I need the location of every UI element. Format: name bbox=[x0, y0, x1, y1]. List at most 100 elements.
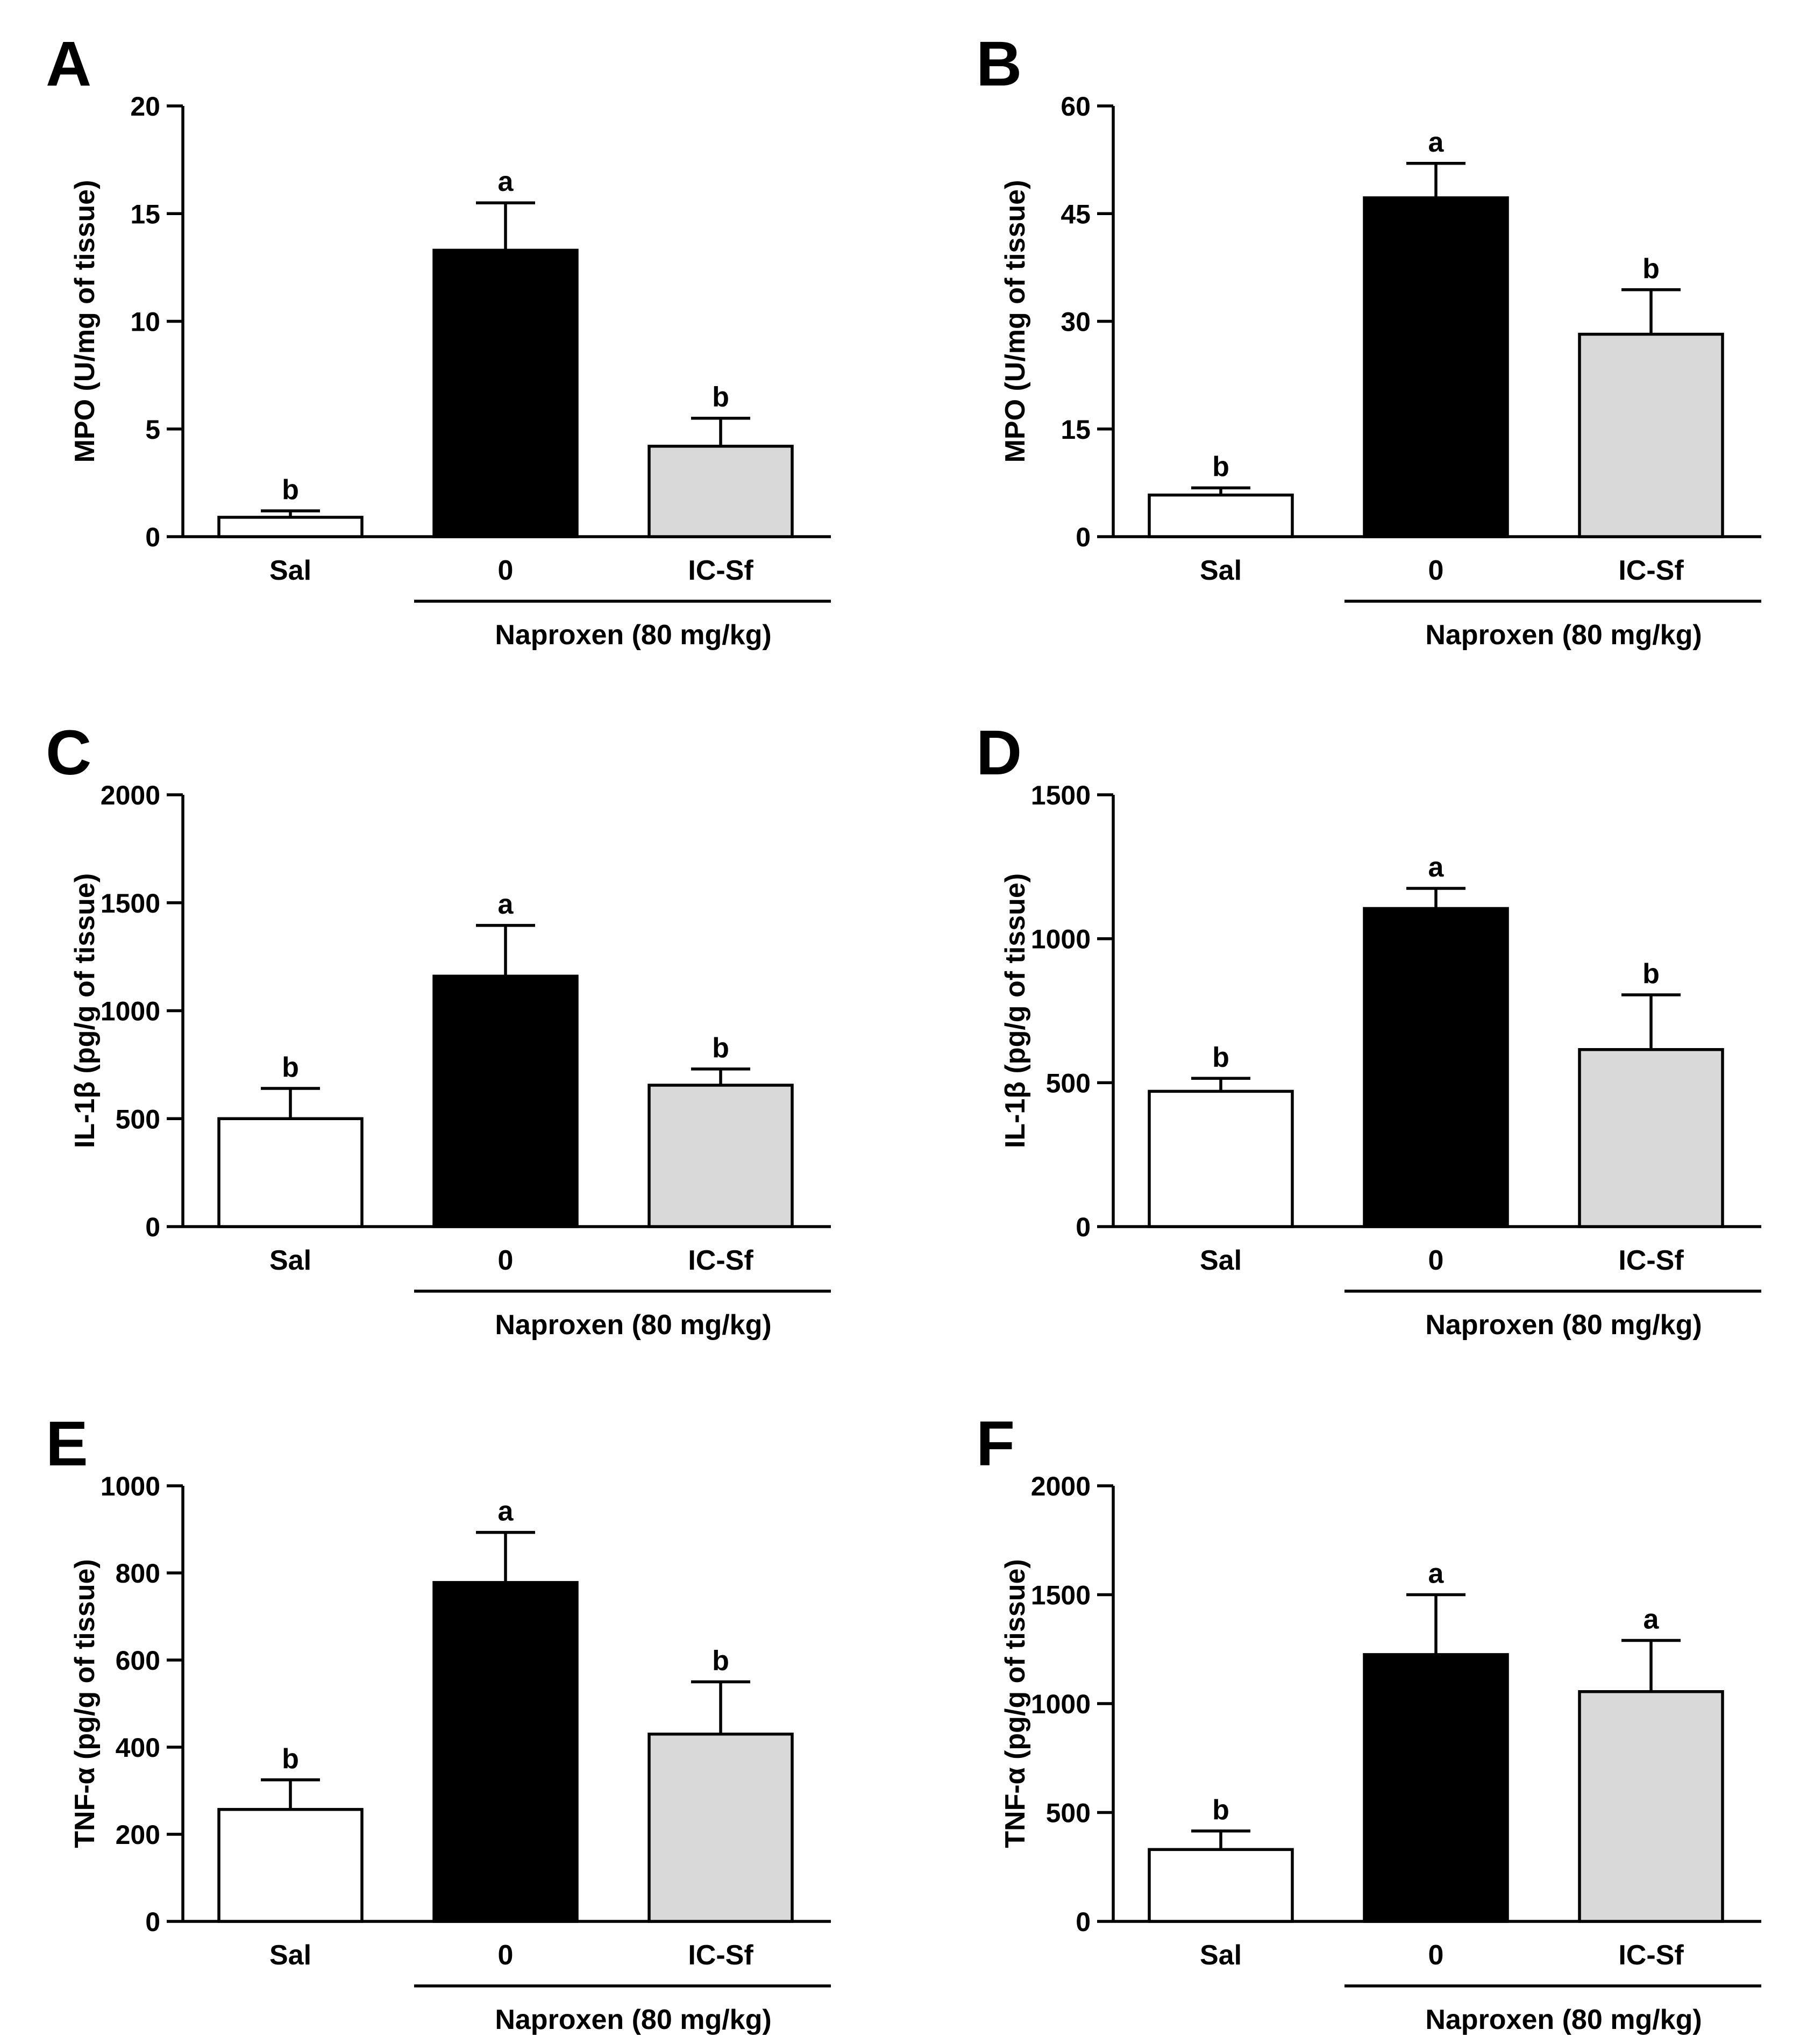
panel-b: B 0 15 30 45 60 MPO (U/mg of tissue) b Sal a 0 b IC-… bbox=[976, 29, 1761, 651]
bar-0 bbox=[1148, 1848, 1294, 1923]
y-tick-label: 500 bbox=[1046, 1068, 1091, 1098]
y-tick-label: 1000 bbox=[1031, 1689, 1091, 1719]
bar-0 bbox=[1148, 1089, 1294, 1228]
y-axis-label: IL-1β (pg/g of tissue) bbox=[1000, 873, 1031, 1148]
category-label: Sal bbox=[269, 1245, 311, 1276]
y-axis-label: MPO (U/mg of tissue) bbox=[69, 180, 101, 463]
significance-label: b bbox=[1642, 253, 1660, 284]
group-label: Naproxen (80 mg/kg) bbox=[495, 2004, 771, 2035]
significance-label: b bbox=[712, 1032, 729, 1064]
bar-1 bbox=[432, 974, 579, 1228]
y-tick-label: 45 bbox=[1061, 199, 1091, 229]
significance-label: a bbox=[1428, 852, 1445, 883]
category-label: 0 bbox=[498, 1940, 514, 1971]
bar-0 bbox=[1148, 493, 1294, 538]
category-label: IC-Sf bbox=[1618, 1245, 1684, 1276]
significance-label: a bbox=[498, 889, 514, 920]
significance-label: b bbox=[1212, 451, 1229, 482]
significance-label: b bbox=[1212, 1042, 1229, 1073]
bar-0 bbox=[217, 1808, 364, 1923]
group-label: Naproxen (80 mg/kg) bbox=[1425, 1309, 1702, 1341]
bar-2 bbox=[648, 445, 794, 538]
y-tick-label: 5 bbox=[145, 415, 160, 445]
bar-1 bbox=[1363, 907, 1509, 1228]
y-tick-label: 500 bbox=[116, 1104, 160, 1134]
y-tick-label: 30 bbox=[1061, 307, 1091, 337]
panel-letter: E bbox=[46, 1408, 88, 1479]
bar-2 bbox=[1578, 332, 1724, 538]
y-tick-label: 20 bbox=[130, 91, 160, 122]
y-tick-label: 60 bbox=[1061, 91, 1091, 122]
bar-1 bbox=[1363, 1653, 1509, 1923]
panel-f: F 0 500 1000 1500 2000 TNF-α (pg/g of tissue) b… bbox=[976, 1408, 1761, 2035]
y-tick-label: 0 bbox=[145, 1212, 160, 1242]
bar-2 bbox=[648, 1084, 794, 1228]
y-axis-label: TNF-α (pg/g of tissue) bbox=[1000, 1559, 1031, 1848]
category-label: Sal bbox=[1200, 1940, 1242, 1971]
significance-label: b bbox=[282, 474, 299, 505]
y-axis-label: TNF-α (pg/g of tissue) bbox=[69, 1559, 101, 1848]
bar-1 bbox=[432, 1581, 579, 1923]
bar-0 bbox=[217, 1117, 364, 1228]
panel-letter: F bbox=[976, 1408, 1015, 1479]
panel-c: C 0 500 1000 1500 2000 IL-1β (pg/g of tissue) b… bbox=[46, 717, 831, 1341]
y-tick-label: 1500 bbox=[1031, 1580, 1091, 1611]
panel-letter: A bbox=[46, 29, 91, 99]
group-label: Naproxen (80 mg/kg) bbox=[495, 619, 771, 651]
significance-label: b bbox=[1212, 1794, 1229, 1826]
significance-label: a bbox=[1428, 1558, 1445, 1590]
y-tick-label: 2000 bbox=[101, 780, 160, 810]
category-label: IC-Sf bbox=[688, 1940, 753, 1971]
y-tick-label: 0 bbox=[145, 522, 160, 552]
bar-1 bbox=[432, 248, 579, 538]
y-tick-label: 400 bbox=[116, 1733, 160, 1763]
y-tick-label: 15 bbox=[1061, 415, 1091, 445]
y-tick-label: 2000 bbox=[1031, 1471, 1091, 1501]
bar-0 bbox=[217, 516, 364, 538]
y-axis-label: IL-1β (pg/g of tissue) bbox=[69, 873, 101, 1148]
y-axis-label: MPO (U/mg of tissue) bbox=[1000, 180, 1031, 463]
significance-label: b bbox=[712, 1646, 729, 1677]
category-label: Sal bbox=[1200, 555, 1242, 586]
y-tick-label: 200 bbox=[116, 1820, 160, 1850]
y-tick-label: 10 bbox=[130, 307, 160, 337]
bar-1 bbox=[1363, 196, 1509, 538]
bar-2 bbox=[648, 1732, 794, 1923]
significance-label: b bbox=[282, 1052, 299, 1083]
panel-d: D 0 500 1000 1500 IL-1β (pg/g of tissue) b Sal a… bbox=[976, 717, 1761, 1341]
y-tick-label: 1000 bbox=[1031, 924, 1091, 955]
category-label: IC-Sf bbox=[688, 1245, 753, 1276]
category-label: 0 bbox=[1428, 1940, 1444, 1971]
y-tick-label: 0 bbox=[1076, 1212, 1091, 1242]
significance-label: a bbox=[498, 1496, 514, 1527]
category-label: Sal bbox=[1200, 1245, 1242, 1276]
significance-label: a bbox=[1644, 1604, 1660, 1635]
panel-e: E 0 200 400 600 800 1000 TNF-α (pg/g of tissue)… bbox=[46, 1408, 831, 2035]
y-tick-label: 1500 bbox=[101, 888, 160, 918]
category-label: Sal bbox=[269, 1940, 311, 1971]
bar-2 bbox=[1578, 1048, 1724, 1228]
panel-letter: B bbox=[976, 29, 1022, 99]
group-label: Naproxen (80 mg/kg) bbox=[495, 1309, 771, 1341]
category-label: 0 bbox=[498, 555, 514, 586]
y-tick-label: 800 bbox=[116, 1558, 160, 1589]
significance-label: a bbox=[498, 166, 514, 197]
category-label: 0 bbox=[498, 1245, 514, 1276]
y-tick-label: 1000 bbox=[101, 1471, 160, 1501]
significance-label: b bbox=[1642, 958, 1660, 989]
y-tick-label: 600 bbox=[116, 1646, 160, 1676]
y-tick-label: 15 bbox=[130, 199, 160, 229]
y-tick-label: 500 bbox=[1046, 1798, 1091, 1828]
category-label: IC-Sf bbox=[1618, 555, 1684, 586]
category-label: 0 bbox=[1428, 555, 1444, 586]
category-label: IC-Sf bbox=[1618, 1940, 1684, 1971]
significance-label: b bbox=[282, 1743, 299, 1775]
significance-label: a bbox=[1428, 127, 1445, 158]
category-label: 0 bbox=[1428, 1245, 1444, 1276]
category-label: Sal bbox=[269, 555, 311, 586]
bar-2 bbox=[1578, 1690, 1724, 1923]
panel-a: A 0 5 10 15 20 MPO (U/mg of tissue) b Sal a 0 b IC-S… bbox=[46, 29, 831, 651]
group-label: Naproxen (80 mg/kg) bbox=[1425, 619, 1702, 651]
group-label: Naproxen (80 mg/kg) bbox=[1425, 2004, 1702, 2035]
